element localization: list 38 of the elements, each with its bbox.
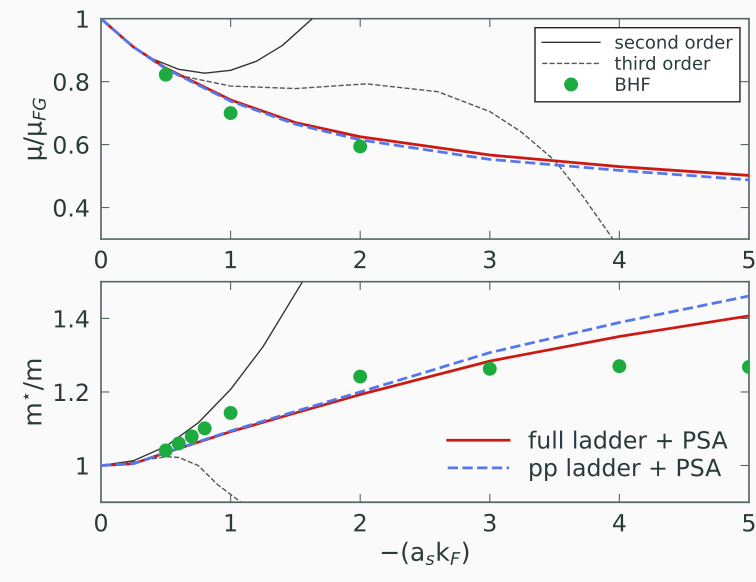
y-tick-label: 1: [77, 10, 88, 28]
x-tick-label: 0: [95, 514, 107, 532]
x-tick-label: 1: [226, 250, 236, 268]
x-tick-label: 4: [613, 514, 626, 532]
y-axis-title: μ/μ$_{FG}$: [23, 98, 47, 160]
x-tick-label: 3: [484, 514, 496, 532]
point: [158, 443, 173, 458]
x-axis-title: −(a$_{s}$k$_{F}$): [382, 542, 468, 566]
legend-label: pp ladder + PSA: [530, 458, 722, 482]
legend-label: BHF: [616, 78, 650, 91]
legend-label: third order: [614, 56, 710, 70]
x-tick-label: 2: [354, 250, 366, 268]
point: [184, 430, 199, 444]
y-axis-title: m$^{⋆}$/m: [22, 360, 44, 424]
point: [353, 140, 368, 154]
point: [158, 68, 173, 82]
legend-label: second order: [615, 34, 733, 49]
y-tick-label: 0.6: [54, 136, 88, 154]
point: [224, 406, 238, 420]
point: [612, 359, 626, 374]
legend-label: full ladder + PSA: [528, 430, 728, 449]
y-tick-label: 0.4: [54, 198, 89, 217]
x-tick-label: 4: [613, 250, 626, 268]
y-tick-label: 1.2: [54, 383, 88, 401]
x-tick-label: 3: [484, 250, 496, 268]
y-tick-label: 0.8: [54, 73, 88, 91]
x-tick-label: 0: [95, 250, 107, 268]
x-tick-label: 5: [743, 250, 754, 268]
point: [353, 370, 368, 384]
point: [172, 436, 186, 450]
point: [198, 421, 212, 436]
x-tick-label: 1: [226, 514, 236, 532]
point: [224, 106, 238, 120]
x-tick-label: 2: [354, 514, 366, 532]
y-tick-label: 1: [77, 457, 88, 474]
point: [482, 362, 497, 376]
x-tick-label: 5: [743, 514, 754, 532]
y-tick-label: 1.4: [54, 310, 89, 328]
